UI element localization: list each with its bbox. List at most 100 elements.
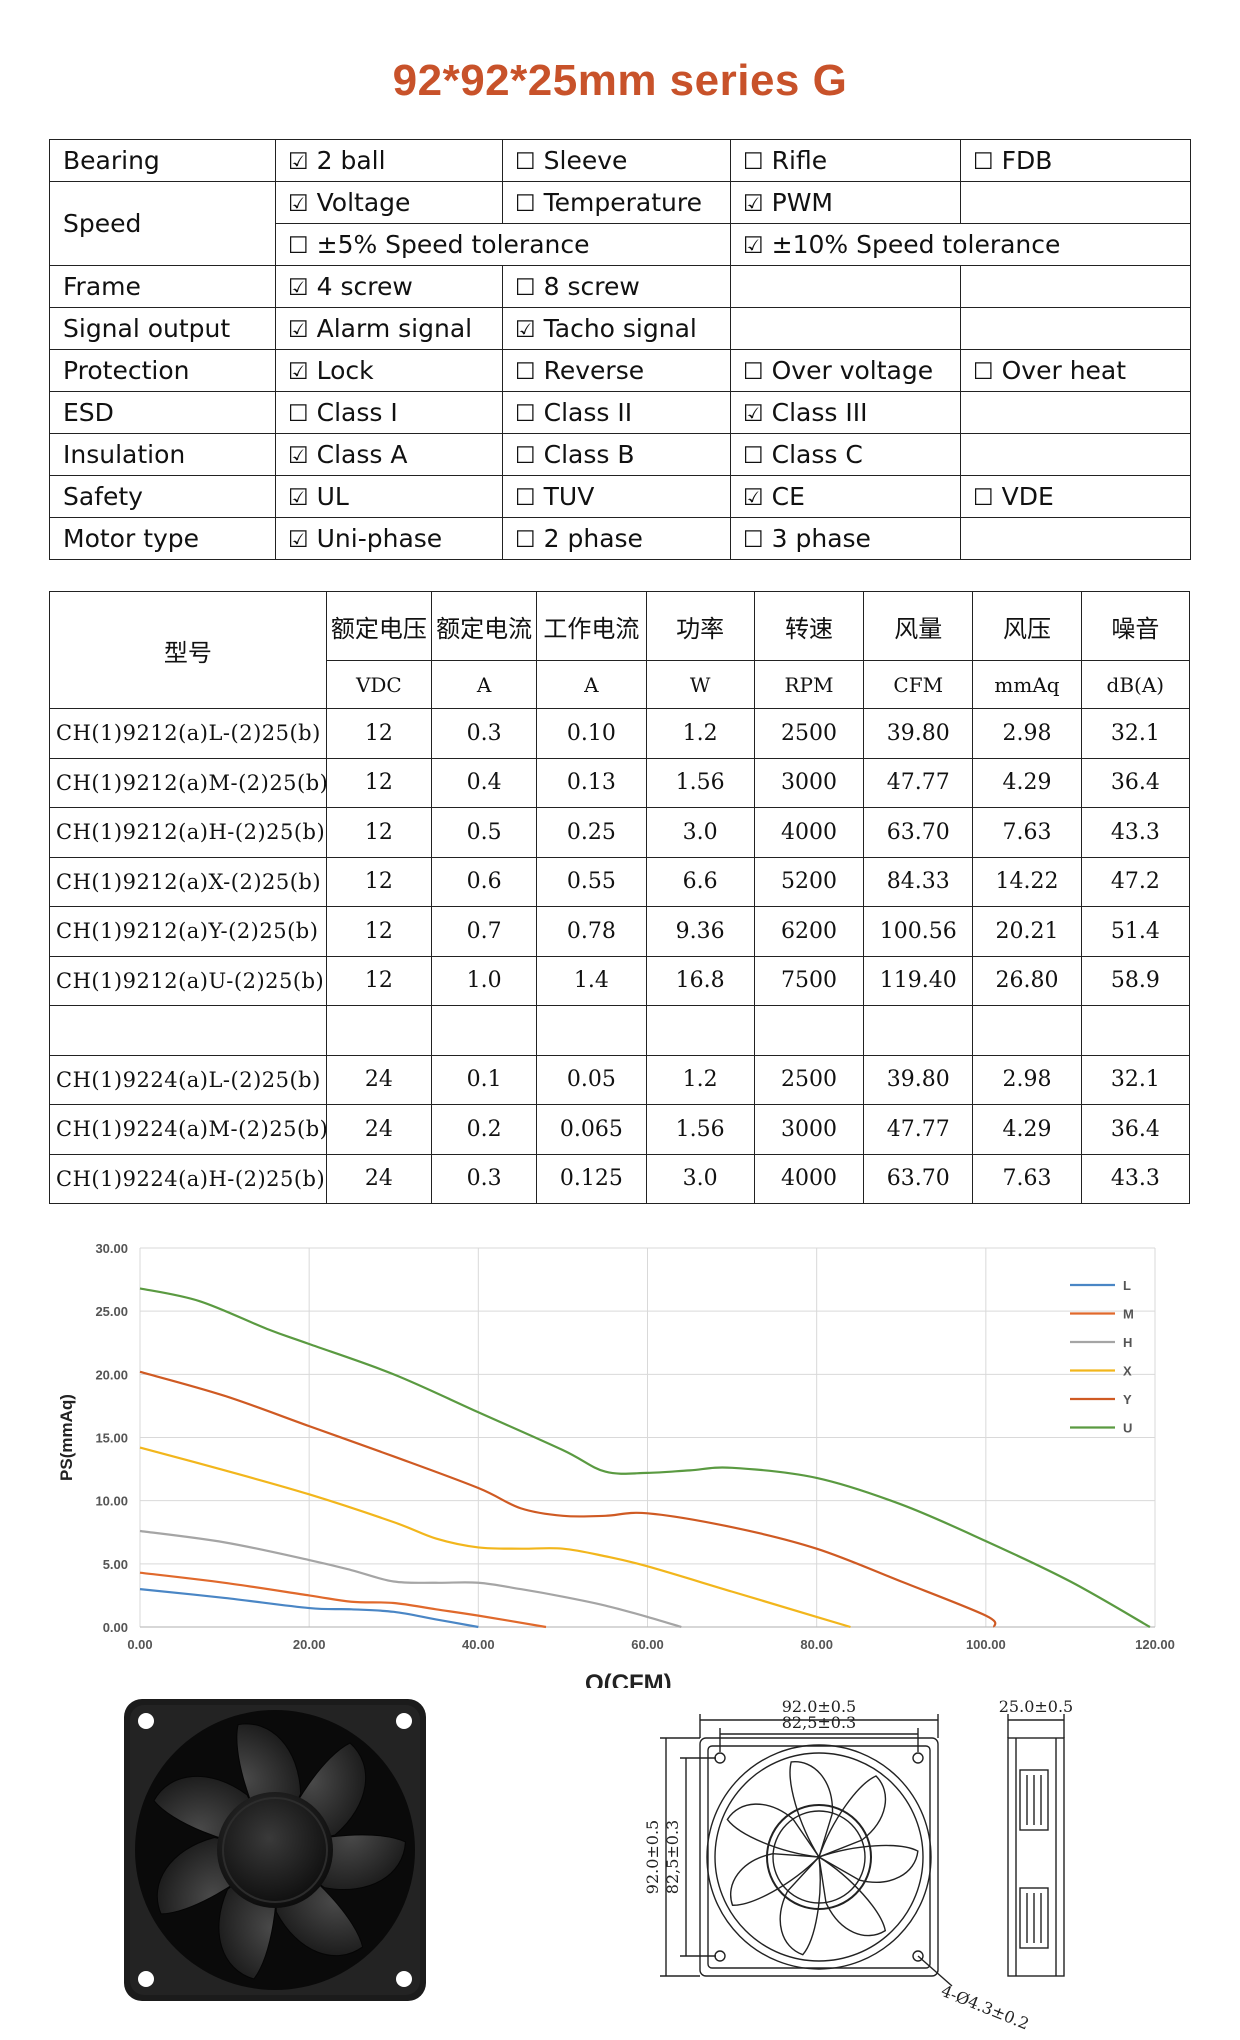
column-unit: CFM [863, 660, 974, 709]
value-cell: 84.33 [863, 856, 974, 907]
feature-option: ☐ Over heat [960, 349, 1191, 392]
value-cell: 4.29 [972, 757, 1082, 808]
legend-label: L [1123, 1278, 1131, 1293]
y-tick-label: 0.00 [103, 1620, 128, 1635]
value-cell: 2.98 [972, 1054, 1082, 1105]
table-row: CH(1)9212(a)M-(2)25(b) 12 0.4 0.13 1.56 3000 4… [49, 757, 1191, 808]
feature-option [730, 265, 961, 308]
drawing-blade [818, 1855, 887, 1937]
feature-option-label: 2 phase [543, 524, 643, 553]
column-unit: A [536, 660, 647, 709]
feature-option-label: FDB [1001, 146, 1053, 175]
table-row: CH(1)9224(a)L-(2)25(b) 24 0.1 0.05 1.2 2500 39… [49, 1054, 1191, 1105]
value-cell: 4.29 [972, 1104, 1082, 1155]
pq-curve-chart: 0.00 5.00 10.00 15.00 20.00 25.00 30.00 0.00 20.… [57, 1241, 1175, 1652]
value-cell: 0.2 [430, 1104, 538, 1155]
feature-label: Motor type [49, 517, 276, 560]
feature-option: ☑ Tacho signal [502, 307, 731, 350]
value-cell [536, 1005, 647, 1056]
feature-label: Safety [49, 475, 276, 518]
feature-row: ☐ ±5% Speed tolerance ☑ ±10% Speed toleranc… [50, 223, 1191, 266]
x-tick-label: 100.00 [966, 1637, 1006, 1652]
value-cell: 1.2 [645, 708, 755, 759]
feature-option: ☐ VDE [960, 475, 1191, 518]
value-cell: 32.1 [1080, 1054, 1191, 1105]
value-cell: 39.80 [863, 1054, 974, 1105]
model-cell: CH(1)9212(a)H-(2)25(b) [49, 807, 327, 858]
model-cell: CH(1)9212(a)L-(2)25(b) [49, 708, 327, 759]
y-tick-label: 5.00 [103, 1557, 128, 1572]
unchecked-box-icon: ☐ [743, 149, 764, 175]
feature-option-label: Sleeve [543, 146, 628, 175]
feature-option: ☐ Reverse [502, 349, 731, 392]
feature-label: Protection [49, 349, 276, 392]
unchecked-box-icon: ☐ [515, 527, 536, 553]
value-cell: 4000 [753, 807, 865, 858]
value-cell: 0.065 [536, 1104, 647, 1155]
checked-box-icon: ☑ [288, 191, 309, 217]
unchecked-box-icon: ☐ [515, 275, 536, 301]
legend-label: H [1123, 1335, 1132, 1350]
feature-label: Frame [49, 265, 276, 308]
feature-option: ☑ Class III [730, 391, 961, 434]
checked-box-icon: ☑ [743, 485, 764, 511]
value-cell: 20.21 [972, 906, 1082, 957]
checked-box-icon: ☑ [288, 275, 309, 301]
value-cell: 0.3 [430, 708, 538, 759]
value-cell [753, 1005, 865, 1056]
feature-row: ESD ☐ Class I ☐ Class II ☑ Class III [49, 391, 1191, 434]
column-header: 额定电压 [325, 591, 432, 661]
feature-option: ☑ 2 ball [275, 139, 503, 182]
table-row: CH(1)9212(a)H-(2)25(b) 12 0.5 0.25 3.0 4000 63… [49, 807, 1191, 858]
feature-option: ☑ Lock [275, 349, 503, 392]
fan-photo [124, 1699, 426, 2001]
value-cell: 0.55 [536, 856, 647, 907]
feature-row: Speed ☑ Voltage ☐ Temperature ☑ PWM [49, 181, 1191, 266]
unchecked-box-icon: ☐ [515, 149, 536, 175]
x-tick-label: 60.00 [631, 1637, 664, 1652]
feature-option [730, 307, 961, 350]
value-cell: 2500 [753, 1054, 865, 1105]
column-header: 风量 [863, 591, 974, 661]
value-cell: 100.56 [863, 906, 974, 957]
feature-label: Speed [49, 181, 276, 266]
y-tick-label: 10.00 [95, 1494, 128, 1509]
value-cell: 9.36 [645, 906, 755, 957]
feature-option-label: 2 ball [316, 146, 386, 175]
unchecked-box-icon: ☐ [515, 401, 536, 427]
value-cell: 63.70 [863, 1153, 974, 1204]
legend-label: X [1123, 1364, 1132, 1379]
feature-option [960, 517, 1191, 560]
feature-option-label: 3 phase [771, 524, 871, 553]
feature-option: ☐ 8 screw [502, 265, 731, 308]
column-header: 工作电流 [536, 591, 647, 661]
side-view [1007, 1714, 1065, 1977]
value-cell: 0.4 [430, 757, 538, 808]
feature-option-label: Voltage [316, 188, 411, 217]
feature-option-label: 4 screw [316, 272, 413, 301]
value-cell: 4000 [753, 1153, 865, 1204]
value-cell [430, 1005, 538, 1056]
unchecked-box-icon: ☐ [973, 485, 994, 511]
feature-row: Frame ☑ 4 screw ☐ 8 screw [49, 265, 1191, 308]
dimension-drawing: 92.0±0.5 82,5±0.3 92.0±0.5 82,5±0.3 25.0… [643, 1697, 1073, 2034]
y-tick-label: 30.00 [95, 1241, 128, 1256]
dim-height-inner: 82,5±0.3 [663, 1820, 682, 1894]
front-view [660, 1714, 953, 1987]
feature-option-label: CE [771, 482, 805, 511]
legend-label: U [1123, 1421, 1132, 1436]
feature-option-label: Class C [771, 440, 863, 469]
drawing-blade [779, 1855, 821, 1956]
feature-option-label: Reverse [543, 356, 645, 385]
table-row [49, 1005, 1191, 1056]
value-cell: 24 [325, 1104, 432, 1155]
column-unit: A [430, 660, 538, 709]
feature-label: Insulation [49, 433, 276, 476]
checked-box-icon: ☑ [743, 233, 764, 259]
value-cell: 6200 [753, 906, 865, 957]
x-tick-label: 0.00 [127, 1637, 152, 1652]
series-line-m [139, 1571, 547, 1629]
value-cell: 0.125 [536, 1153, 647, 1204]
checked-box-icon: ☑ [288, 149, 309, 175]
feature-option: ☐ TUV [502, 475, 731, 518]
